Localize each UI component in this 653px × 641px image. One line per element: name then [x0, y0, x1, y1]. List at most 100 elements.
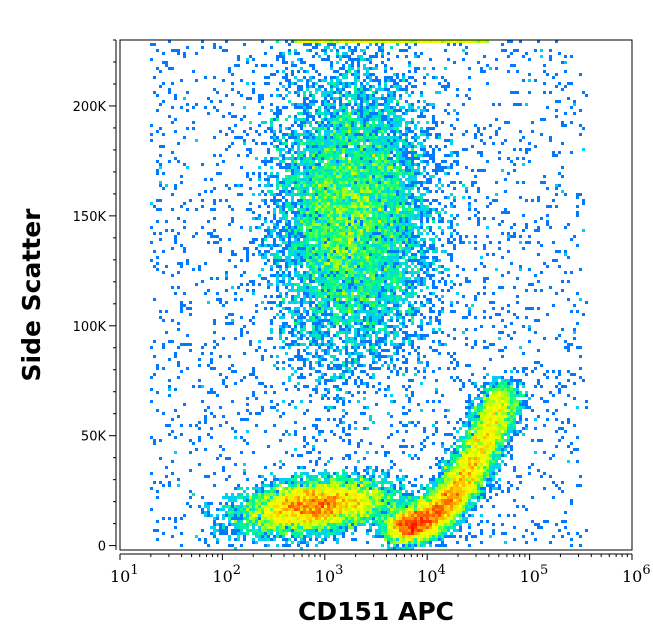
density-bin [339, 241, 342, 244]
density-bin [339, 133, 342, 136]
density-bin [378, 46, 381, 49]
density-bin [441, 277, 444, 280]
density-bin [279, 229, 282, 232]
density-bin [315, 307, 318, 310]
density-bin [348, 274, 351, 277]
density-bin [315, 265, 318, 268]
density-bin [384, 163, 387, 166]
density-bin [582, 127, 585, 130]
density-bin [336, 220, 339, 223]
density-bin [432, 304, 435, 307]
density-bin [327, 130, 330, 133]
density-bin [333, 118, 336, 121]
density-bin [276, 178, 279, 181]
density-bin [387, 199, 390, 202]
density-bin [330, 118, 333, 121]
density-bin [348, 268, 351, 271]
density-bin [363, 289, 366, 292]
density-bin [384, 268, 387, 271]
density-bin [321, 199, 324, 202]
density-bin [534, 274, 537, 277]
density-bin [372, 100, 375, 103]
density-bin [402, 118, 405, 121]
density-bin [258, 205, 261, 208]
density-bin [312, 202, 315, 205]
density-bin [351, 238, 354, 241]
density-bin [327, 142, 330, 145]
density-bin [450, 124, 453, 127]
density-bin [231, 142, 234, 145]
density-bin [375, 250, 378, 253]
density-bin [360, 190, 363, 193]
density-bin [315, 70, 318, 73]
density-bin [363, 298, 366, 301]
density-bin [387, 121, 390, 124]
density-bin [342, 223, 345, 226]
density-bin [414, 253, 417, 256]
density-bin [312, 139, 315, 142]
density-bin [294, 283, 297, 286]
density-bin [408, 304, 411, 307]
density-bin [390, 232, 393, 235]
density-bin [387, 112, 390, 115]
density-bin [462, 295, 465, 298]
density-bin [273, 157, 276, 160]
density-bin [240, 226, 243, 229]
density-bin [315, 172, 318, 175]
density-bin [375, 217, 378, 220]
density-bin [414, 313, 417, 316]
density-bin [342, 82, 345, 85]
density-bin [336, 265, 339, 268]
density-bin [375, 334, 378, 337]
density-bin [405, 217, 408, 220]
density-bin [513, 148, 516, 151]
density-bin [336, 55, 339, 58]
density-bin [381, 130, 384, 133]
density-bin [315, 109, 318, 112]
density-bin [243, 106, 246, 109]
density-bin [345, 184, 348, 187]
density-bin [324, 205, 327, 208]
density-bin [408, 103, 411, 106]
density-bin [336, 250, 339, 253]
density-bin [381, 88, 384, 91]
density-bin [384, 205, 387, 208]
density-bin [348, 301, 351, 304]
density-bin [357, 118, 360, 121]
density-bin [366, 133, 369, 136]
density-bin [399, 109, 402, 112]
density-bin [288, 310, 291, 313]
density-bin [159, 310, 162, 313]
density-bin [378, 88, 381, 91]
density-bin [408, 265, 411, 268]
density-bin [300, 322, 303, 325]
density-bin [501, 142, 504, 145]
density-bin [363, 172, 366, 175]
density-bin [402, 301, 405, 304]
density-bin [327, 262, 330, 265]
density-bin [333, 253, 336, 256]
density-bin [375, 229, 378, 232]
density-bin [573, 331, 576, 334]
density-bin [372, 97, 375, 100]
density-bin [372, 193, 375, 196]
density-bin [381, 286, 384, 289]
density-bin [276, 145, 279, 148]
density-bin [315, 256, 318, 259]
density-bin [162, 52, 165, 55]
density-bin [513, 169, 516, 172]
density-bin [174, 157, 177, 160]
density-bin [462, 196, 465, 199]
density-bin [429, 265, 432, 268]
density-bin [369, 79, 372, 82]
density-bin [297, 175, 300, 178]
density-bin [279, 292, 282, 295]
density-bin [300, 163, 303, 166]
density-bin [294, 130, 297, 133]
density-bin [309, 112, 312, 115]
density-bin [315, 112, 318, 115]
density-bin [279, 295, 282, 298]
density-bin [330, 238, 333, 241]
density-bin [249, 178, 252, 181]
density-bin [345, 190, 348, 193]
